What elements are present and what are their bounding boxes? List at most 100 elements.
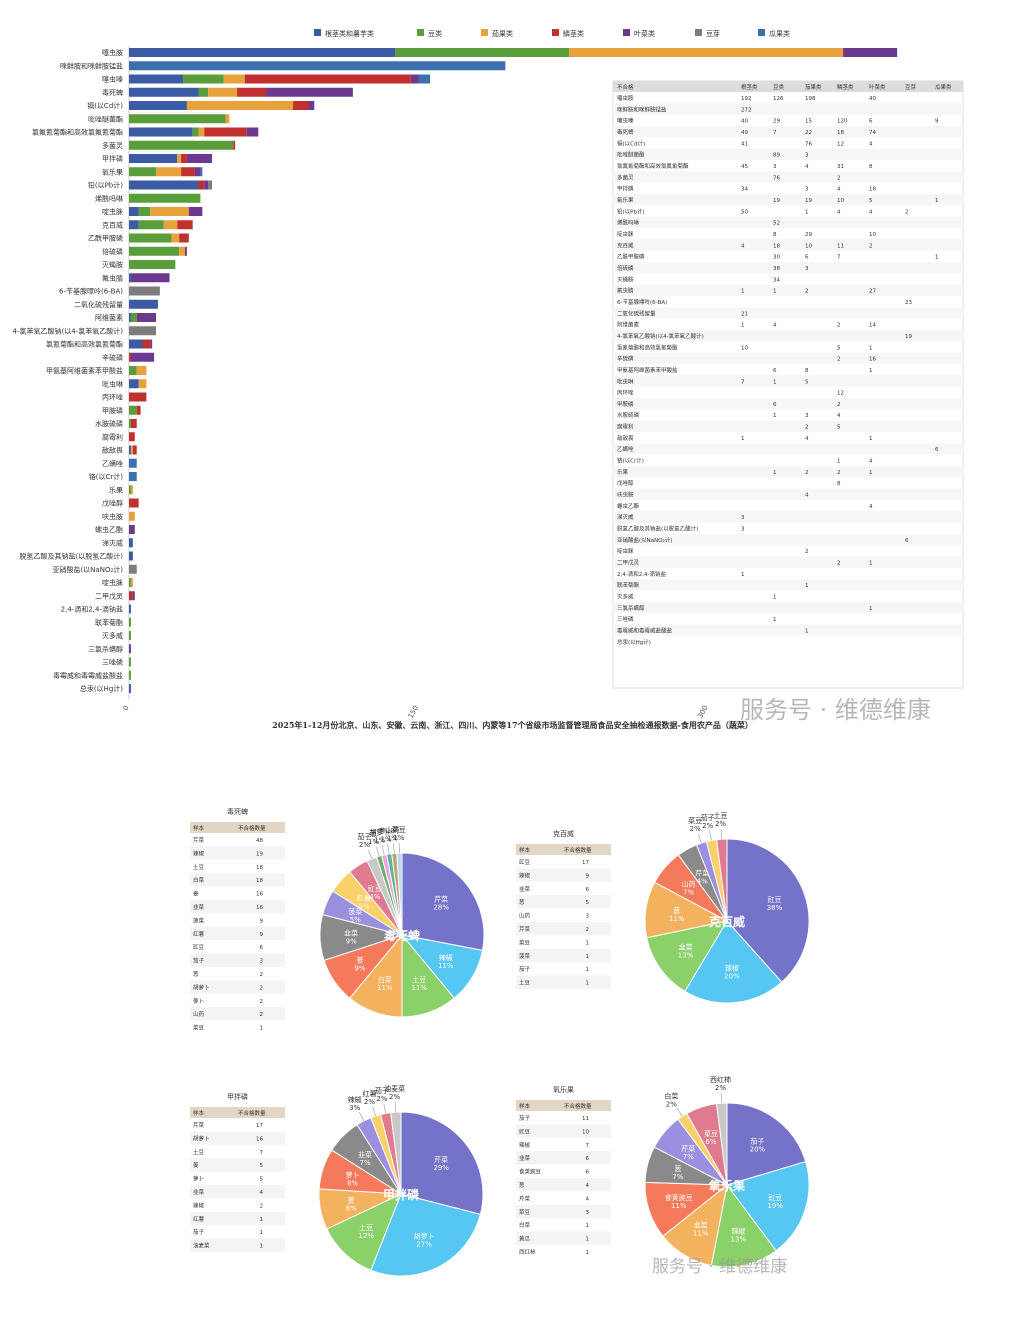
table-cell: 4 [869,504,873,510]
bar-segment [129,631,131,640]
pie-slice-label: 辣椒 [725,964,739,973]
pie-slice-label: 韭菜 [358,1150,372,1159]
bar-segment [129,300,158,309]
table-cell: 5 [837,425,841,431]
category-label: 噻虫胺 [102,48,123,57]
pie-slice-label: 山药 [682,880,696,889]
table-row-label: 亚硝酸盐(以NaNO₂计) [617,536,672,544]
category-label: 吡唑醚菌酯 [88,114,123,123]
category-label: 乙酰甲胺磷 [88,234,123,243]
table-cell: 2 [837,470,841,476]
table-row-bg [613,149,963,160]
table-cell: 6 [773,368,777,374]
pie-table-row-label: 葱 [519,1181,525,1189]
pie-slice-label: 萝卜 [346,1170,360,1179]
pie-slice-pct: 2% [715,1084,726,1092]
pie-table-row-bg [190,940,285,953]
bar-segment [129,353,131,362]
category-label: 水胺硫磷 [95,419,123,428]
pie-slice-pct: 29% [433,1164,449,1172]
pie-slice-pct: 38% [767,904,783,912]
table-row-label: 毒死蜱 [617,128,634,136]
table-cell: 2 [869,243,873,249]
category-label: 啶虫脒 [102,578,123,587]
bar-segment [233,141,235,150]
pie-table-cell: 1 [586,954,590,960]
pie-table-cell: 48 [256,838,263,844]
pie-slice-label: 豇豆 [768,1194,782,1202]
bar-segment [189,207,203,216]
pie-slice-label: 芹菜 [434,895,448,904]
pie-table-cell: 2 [260,999,264,1005]
pie-table-cell: 6 [260,945,264,951]
pie-table-row-label: 葱 [519,898,525,906]
bar-segment [129,181,198,190]
table-row-label: 吡唑醚菌酯 [617,151,645,159]
category-label: 甲胺磷 [102,406,123,415]
table-cell: 8 [869,164,873,170]
pie-table-row-bg [516,1151,611,1164]
table-row-bg [613,239,963,250]
pie-table-cell: 1 [586,1237,590,1243]
table-cell: 4 [837,413,841,419]
pie-leader-line [388,844,390,854]
table-cell: 10 [837,198,844,204]
pie-slice-pct: 6% [705,1138,716,1146]
table-row-bg [613,398,963,409]
pie-table-cell: 2 [586,927,590,933]
table-row-label: 吡虫啉 [617,377,634,385]
table-row-bg [613,194,963,205]
pie-table-row-label: 山药 [193,1010,205,1018]
pie-table-cell: 9 [586,873,590,879]
pie-table-row-bg [516,1218,611,1231]
table-cell: 89 [773,153,780,159]
category-label: 克百威 [102,220,123,229]
table-cell: 4 [869,141,873,147]
pie-table-row-bg [190,1198,285,1211]
pie-table-cell: 1 [586,1250,590,1256]
category-label: 镉(以Cd计) [87,101,123,110]
category-label: 三氯杀螨醇 [88,644,123,653]
bar-segment [131,353,154,362]
table-cell: 1 [805,629,809,635]
bar-segment [129,220,139,229]
pie-table-cell: 1 [586,1223,590,1229]
bar-segment [183,75,224,84]
bar-segment [179,247,185,256]
pie-table-cell: 6 [586,887,590,893]
pie-table-cell: 18 [256,865,263,871]
bar-segment [129,459,137,468]
pie-slice-label: 辣椒 [439,953,453,962]
pie-table-row-bg [516,1138,611,1151]
table-cell: 1 [869,470,873,476]
bar-segment [129,101,187,110]
pie-leader-line [384,1104,386,1114]
table-cell: 1 [935,198,939,204]
table-cell: 31 [837,164,844,170]
legend-swatch [552,29,559,36]
category-label: 总汞(以Hg计) [80,684,123,693]
pie-table-row-label: 土豆 [193,1148,205,1156]
pie-slice-pct: 3% [349,1104,360,1112]
table-row-label: 乙螨唑 [617,445,634,453]
pie-slice-label: 土豆 [412,975,426,984]
pie-slice-pct: 27% [416,1240,432,1248]
bar-segment [139,379,147,388]
table-cell: 1 [935,255,939,261]
category-label: 乐果 [109,485,123,494]
bar-segment [129,485,131,494]
bar-segment [131,313,137,322]
pie-table-row-bg [190,860,285,873]
pie-table-row-label: 韭菜 [519,885,531,893]
table-cell: 2 [837,561,841,567]
category-label: 毒死蜱 [102,88,123,97]
bar-segment [843,48,897,57]
pie-table-row-bg [190,994,285,1007]
pie-table-cell: 1 [260,1244,264,1250]
table-cell: 1 [741,436,745,442]
table-cell: 21 [741,311,748,317]
table-cell: 1 [741,323,745,329]
table-cell: 29 [805,232,812,238]
